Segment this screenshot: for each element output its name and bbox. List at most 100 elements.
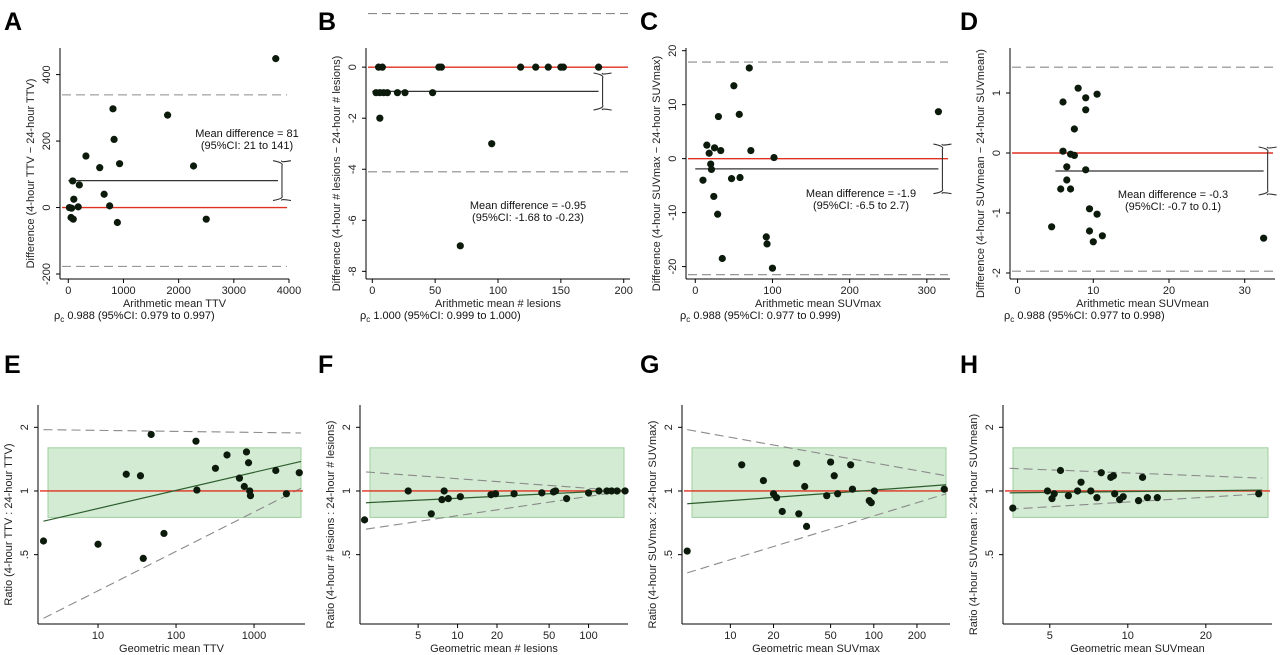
y-tick-label: -2	[991, 268, 1003, 278]
data-point	[1043, 487, 1052, 495]
data-point	[1050, 490, 1058, 498]
data-point	[272, 55, 280, 63]
data-point	[613, 487, 621, 495]
data-point	[1059, 147, 1067, 155]
data-point	[115, 160, 124, 168]
concordance-value: 1.000 (95%CI: 0.999 to 1.000)	[370, 310, 520, 322]
data-point	[488, 140, 496, 148]
y-tick-label: -20	[667, 259, 679, 275]
data-point	[1082, 166, 1090, 174]
data-point	[736, 173, 744, 182]
data-point	[192, 437, 200, 445]
panel-b: B 0 50 100 150 200 -8 -6 -4 -2 0 Arithmetic mean # …	[318, 8, 633, 324]
data-point	[139, 554, 147, 562]
y-tick-label: -8	[347, 266, 359, 276]
data-point	[710, 144, 719, 152]
y-tick-label: -6	[347, 215, 359, 225]
x-tick-label: 10	[451, 630, 463, 642]
data-point	[1066, 185, 1075, 193]
data-point	[934, 108, 943, 116]
y-tick-label: 2	[19, 424, 31, 430]
x-tick-label: 150	[552, 285, 570, 297]
concordance-label: ρc 0.988 (95%CI: 0.979 to 0.997)	[54, 310, 215, 324]
data-point	[100, 190, 108, 198]
x-tick-label: 100	[489, 285, 507, 297]
x-tick-label: 1000	[242, 630, 266, 642]
concordance-label: ρc 0.988 (95%CI: 0.977 to 0.999)	[680, 310, 841, 324]
y-tick-label: 1	[663, 488, 675, 494]
data-point	[1098, 232, 1106, 240]
data-point	[801, 482, 809, 491]
data-point	[538, 489, 546, 497]
annotation-text: Mean difference = -0.95	[470, 200, 586, 212]
data-point	[1074, 84, 1082, 92]
data-point	[727, 175, 736, 183]
data-point	[1093, 90, 1101, 98]
data-point	[608, 487, 616, 495]
data-point	[517, 63, 525, 71]
data-point	[147, 430, 155, 439]
data-point	[714, 210, 722, 218]
data-point	[404, 487, 412, 495]
annotation-text: (95%CI: -6.5 to 2.7)	[813, 200, 909, 212]
panel-letter: D	[960, 8, 978, 36]
data-point	[584, 489, 593, 497]
y-tick-label: 200	[41, 132, 53, 150]
x-axis-title: Arithmetic mean SUVmean	[1076, 298, 1209, 310]
data-point	[136, 472, 145, 480]
y-axis-title: Ratio (4-hour # lesions : 24-hour # lesi…	[325, 421, 337, 629]
x-tick-label: 30	[1239, 285, 1251, 297]
y-axis-title: Difference (4-hour SUVmax − 24-hour SUVm…	[651, 56, 663, 291]
annotation-text: (95%CI: -1.68 to -0.23)	[472, 212, 584, 224]
data-point	[699, 176, 707, 184]
data-point	[1070, 125, 1078, 133]
ci-bracket	[272, 160, 292, 202]
data-point	[1073, 487, 1082, 495]
data-point	[393, 89, 402, 97]
data-point	[762, 233, 770, 241]
data-point	[778, 507, 786, 516]
y-tick-label: 0	[991, 150, 1003, 156]
data-point	[770, 153, 778, 162]
data-point	[376, 114, 384, 122]
data-point	[67, 204, 76, 212]
annotation-text: Mean difference = -1.9	[806, 188, 916, 200]
y-tick-label: 1	[341, 488, 353, 494]
data-point	[1077, 478, 1085, 486]
x-axis-title: Arithmetic mean SUVmax	[755, 298, 881, 310]
data-point	[707, 160, 715, 168]
data-point	[223, 451, 231, 459]
data-point	[595, 487, 603, 495]
data-point	[1260, 234, 1268, 242]
x-axis-title: Arithmetic mean TTV	[123, 298, 227, 310]
data-point	[683, 547, 691, 555]
y-tick-label: -2	[347, 113, 359, 123]
data-point	[96, 164, 104, 172]
x-axis-title: Arithmetic mean # lesions	[435, 298, 561, 310]
data-point	[551, 487, 560, 495]
data-point	[429, 89, 437, 97]
concordance-value: 0.988 (95%CI: 0.977 to 0.999)	[690, 310, 840, 322]
x-axis-title: Geometric mean TTV	[119, 643, 225, 655]
x-tick-label: 20	[767, 630, 779, 642]
panel-a: A 0 1000 2000 3000 4000 -200 0 200 400 Arithmetic …	[4, 8, 301, 324]
data-point	[378, 63, 386, 71]
data-point	[827, 458, 835, 466]
data-point	[1064, 492, 1073, 500]
data-point	[718, 254, 726, 263]
data-point	[106, 202, 114, 210]
panel-f: F 5 10 20 50 100 .5 1 2 Geometric mean # lesions R…	[318, 351, 629, 655]
limit-of-agreement	[43, 429, 302, 434]
panel-letter: A	[4, 8, 22, 36]
ci-bracket	[933, 143, 952, 195]
data-point	[444, 495, 452, 503]
data-point	[707, 165, 716, 174]
data-point	[940, 485, 948, 493]
y-tick-label: 2	[663, 424, 675, 430]
data-point	[427, 510, 435, 518]
x-tick-label: 100	[167, 630, 185, 642]
data-point	[763, 240, 771, 248]
data-point	[705, 149, 713, 157]
panel-h: H 5 10 20 .5 1 2 Geometric mean SUVmean Ratio (4…	[960, 351, 1272, 655]
panel-e: E 10 100 1000 .5 1 2 Geometric mean TTV Ratio (4…	[3, 351, 305, 655]
